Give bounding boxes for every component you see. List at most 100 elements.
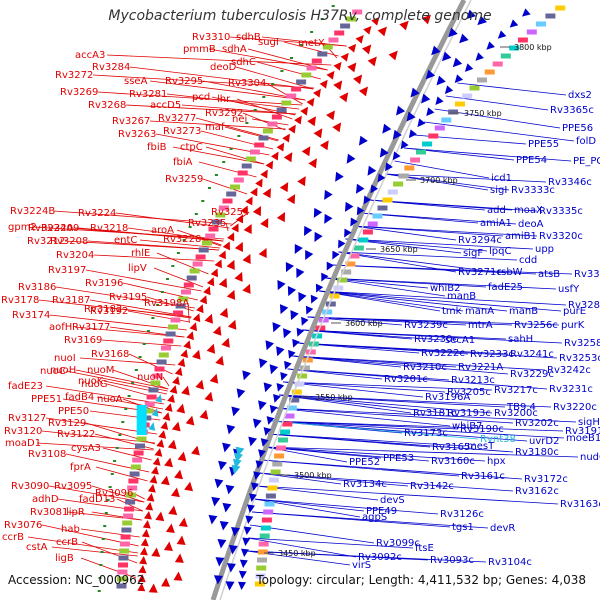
forward-gene-label[interactable]: ccrB — [56, 537, 78, 548]
reverse-gene-label[interactable]: manA — [465, 306, 494, 317]
forward-gene-label[interactable]: Rv3076 — [4, 520, 42, 531]
reverse-gene-label[interactable]: Rv3190c — [460, 424, 504, 435]
forward-gene-label[interactable]: aofH — [49, 322, 72, 333]
reverse-gene-label[interactable]: mesT — [467, 441, 495, 452]
reverse-gene-label[interactable]: Rv3258c — [564, 338, 600, 349]
forward-gene-label[interactable]: pmmB — [183, 44, 216, 55]
forward-gene-label[interactable]: Rv3096 — [95, 488, 133, 499]
forward-gene-label[interactable]: Rv3186 — [18, 282, 56, 293]
reverse-gene-label[interactable]: Rv3289c — [568, 300, 600, 311]
reverse-gene-label[interactable]: sahH — [508, 334, 533, 345]
forward-gene-label[interactable]: Rv3196 — [85, 278, 123, 289]
reverse-gene-label[interactable]: Rv3191c — [565, 426, 600, 437]
forward-gene-label[interactable]: Rv3218 — [90, 223, 128, 234]
reverse-gene-label[interactable]: Rv3173c — [404, 428, 448, 439]
forward-gene-label[interactable]: Rv3120 — [4, 426, 42, 437]
reverse-gene-label[interactable]: Rv3092c — [358, 552, 402, 563]
reverse-gene-label[interactable]: tgs1 — [452, 522, 474, 533]
forward-gene-label[interactable]: Rv3187 — [52, 295, 90, 306]
reverse-gene-label[interactable]: Rv3256c — [514, 320, 558, 331]
reverse-gene-label[interactable]: whiB7 — [452, 421, 483, 432]
forward-gene-label[interactable]: PPE51 — [31, 394, 62, 405]
forward-gene-label[interactable]: Rv3169 — [64, 335, 102, 346]
forward-gene-label[interactable]: Rv3122 — [57, 429, 95, 440]
reverse-gene-label[interactable]: Rv3162c — [515, 486, 559, 497]
forward-gene-label[interactable]: Rv3310 — [192, 32, 230, 43]
forward-gene-label[interactable]: rhlE — [131, 248, 150, 259]
forward-gene-label[interactable]: entC — [114, 235, 137, 246]
reverse-gene-label[interactable]: Rv3365c — [550, 105, 594, 116]
forward-gene-label[interactable]: Rv3129 — [48, 418, 86, 429]
reverse-gene-label[interactable]: Rv3196A — [425, 392, 470, 403]
reverse-gene-label[interactable]: PPE49 — [366, 506, 397, 517]
forward-gene-label[interactable]: nuoM — [87, 365, 114, 376]
reverse-gene-label[interactable]: Rv3217c — [494, 385, 538, 396]
forward-gene-label[interactable]: Rv3090 — [11, 481, 49, 492]
forward-gene-label[interactable]: Rv3254 — [211, 207, 249, 218]
forward-gene-label[interactable]: Rv3259 — [165, 174, 203, 185]
reverse-gene-label[interactable]: upp — [535, 244, 554, 255]
reverse-gene-label[interactable]: Rv3213c — [451, 375, 495, 386]
reverse-gene-label[interactable]: devR — [490, 523, 515, 534]
forward-gene-label[interactable]: Rv3263 — [118, 129, 156, 140]
forward-gene-label[interactable]: gpm2 — [8, 222, 37, 233]
reverse-gene-label[interactable]: PPE55 — [528, 139, 559, 150]
reverse-gene-label[interactable]: Rv3253c — [559, 353, 600, 364]
forward-gene-label[interactable]: Rv3198A — [144, 298, 189, 309]
forward-gene-label[interactable]: fbiA — [173, 157, 193, 168]
reverse-gene-label[interactable]: PPE52 — [349, 457, 380, 468]
reverse-gene-label[interactable]: moeB1 — [566, 433, 600, 444]
forward-gene-label[interactable]: metX — [298, 38, 325, 49]
reverse-gene-label[interactable]: Rv3160c — [431, 456, 475, 467]
reverse-gene-label[interactable]: Rv3172c — [524, 474, 568, 485]
reverse-gene-label[interactable]: Rv3205c — [447, 387, 491, 398]
reverse-gene-label[interactable]: Rv3230c — [414, 334, 458, 345]
reverse-gene-label[interactable]: Rv3134c — [343, 479, 387, 490]
forward-gene-label[interactable]: nuoI — [54, 353, 76, 364]
reverse-gene-label[interactable]: Rvnt38 — [480, 434, 516, 445]
reverse-gene-label[interactable]: mtrA — [468, 320, 493, 331]
reverse-gene-label[interactable]: manB — [447, 291, 476, 302]
forward-gene-label[interactable]: Rv3304 — [228, 78, 266, 89]
forward-gene-label[interactable]: sugI — [258, 37, 279, 48]
reverse-gene-label[interactable]: whiB2 — [430, 283, 461, 294]
forward-gene-label[interactable]: nuoA — [97, 394, 123, 405]
reverse-gene-label[interactable]: Rv3222c — [421, 348, 465, 359]
reverse-gene-label[interactable]: Rv3202c — [515, 418, 559, 429]
reverse-gene-label[interactable]: Rv3229c — [510, 369, 554, 380]
reverse-gene-label[interactable]: Rv3163c — [560, 499, 600, 510]
reverse-gene-label[interactable]: usfY — [558, 284, 580, 295]
reverse-gene-label[interactable]: Rv3241c — [510, 349, 554, 360]
reverse-gene-label[interactable]: purK — [561, 320, 585, 331]
forward-gene-label[interactable]: ctpC — [180, 142, 203, 153]
forward-gene-label[interactable]: ccrB — [2, 532, 24, 543]
forward-gene-label[interactable]: Rv3224 — [78, 208, 116, 219]
forward-gene-label[interactable]: adhD — [32, 494, 59, 505]
reverse-gene-label[interactable]: Rv3099c — [376, 538, 420, 549]
forward-gene-label[interactable]: pcd — [192, 92, 210, 103]
forward-gene-label[interactable]: nei — [232, 114, 247, 125]
reverse-gene-label[interactable]: Rv3233c — [470, 349, 514, 360]
reverse-gene-label[interactable]: Rv3181c — [413, 408, 457, 419]
forward-gene-label[interactable]: Rv3182 — [84, 304, 122, 315]
reverse-gene-label[interactable]: Rv3335c — [539, 206, 583, 217]
forward-gene-label[interactable]: Rv3292 — [205, 108, 243, 119]
reverse-gene-label[interactable]: PE_PGRS50 — [573, 156, 600, 167]
reverse-gene-label[interactable]: fadE25 — [488, 282, 523, 293]
forward-gene-label[interactable]: Rv3178 — [1, 295, 39, 306]
reverse-gene-label[interactable]: Rv3126c — [440, 509, 484, 520]
forward-gene-label[interactable]: fprA — [70, 462, 91, 473]
reverse-gene-label[interactable]: virS — [352, 560, 371, 571]
reverse-gene-label[interactable]: Rv3221A — [458, 362, 503, 373]
forward-gene-label[interactable]: moaD1 — [5, 438, 41, 449]
reverse-gene-label[interactable]: Rv3104c — [488, 557, 532, 568]
forward-gene-label[interactable]: Rv3212 — [27, 236, 65, 247]
forward-gene-label[interactable]: Rv3235 — [188, 218, 226, 229]
reverse-gene-label[interactable]: devS — [380, 495, 405, 506]
reverse-gene-label[interactable]: tmk — [442, 306, 462, 317]
forward-gene-label[interactable]: deoD — [210, 62, 237, 73]
forward-gene-label[interactable]: Rv3168 — [91, 349, 129, 360]
forward-gene-label[interactable]: Rv3281 — [129, 89, 167, 100]
forward-gene-label[interactable]: aroA — [151, 225, 174, 236]
reverse-gene-label[interactable]: Rv3210c — [403, 362, 447, 373]
